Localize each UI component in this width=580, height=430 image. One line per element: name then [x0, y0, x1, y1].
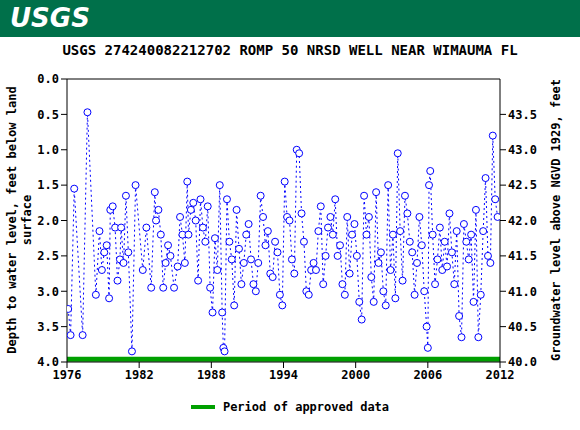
- svg-text:4.0: 4.0: [37, 355, 59, 369]
- svg-text:43.5: 43.5: [508, 108, 537, 122]
- svg-text:2006: 2006: [413, 368, 442, 382]
- html-text:Depth to water level, feet bel: Depth to water level, feet below land su…: [5, 86, 34, 354]
- html-text:Period of approved data: Period of approved data: [222, 400, 390, 414]
- svg-text:41.5: 41.5: [508, 249, 537, 263]
- svg-text:42.5: 42.5: [508, 178, 537, 192]
- svg-text:1982: 1982: [125, 368, 154, 382]
- svg-text:2000: 2000: [341, 368, 370, 382]
- svg-text:3.5: 3.5: [37, 320, 59, 334]
- svg-text:1.5: 1.5: [37, 178, 59, 192]
- html-text:USGS: USGS: [10, 3, 90, 33]
- svg-text:3.0: 3.0: [37, 285, 59, 299]
- svg-text:1988: 1988: [197, 368, 226, 382]
- html-text:USGS 274240082212702 ROMP 50 N: USGS 274240082212702 ROMP 50 NRSD WELL N…: [62, 42, 518, 58]
- svg-text:1976: 1976: [53, 368, 82, 382]
- svg-text:2012: 2012: [486, 368, 515, 382]
- svg-text:2.5: 2.5: [37, 249, 59, 263]
- svg-text:40.5: 40.5: [508, 320, 537, 334]
- svg-text:2.0: 2.0: [37, 214, 59, 228]
- html-text:Groundwater level above NGVD 1: Groundwater level above NGVD 1929, feet: [549, 79, 563, 361]
- svg-text:1994: 1994: [269, 368, 298, 382]
- svg-text:0.5: 0.5: [37, 108, 59, 122]
- svg-text:42.0: 42.0: [508, 214, 537, 228]
- svg-text:43.0: 43.0: [508, 143, 537, 157]
- svg-text:0.0: 0.0: [37, 72, 59, 86]
- svg-text:40.0: 40.0: [508, 355, 537, 369]
- svg-text:41.0: 41.0: [508, 285, 537, 299]
- svg-text:1.0: 1.0: [37, 143, 59, 157]
